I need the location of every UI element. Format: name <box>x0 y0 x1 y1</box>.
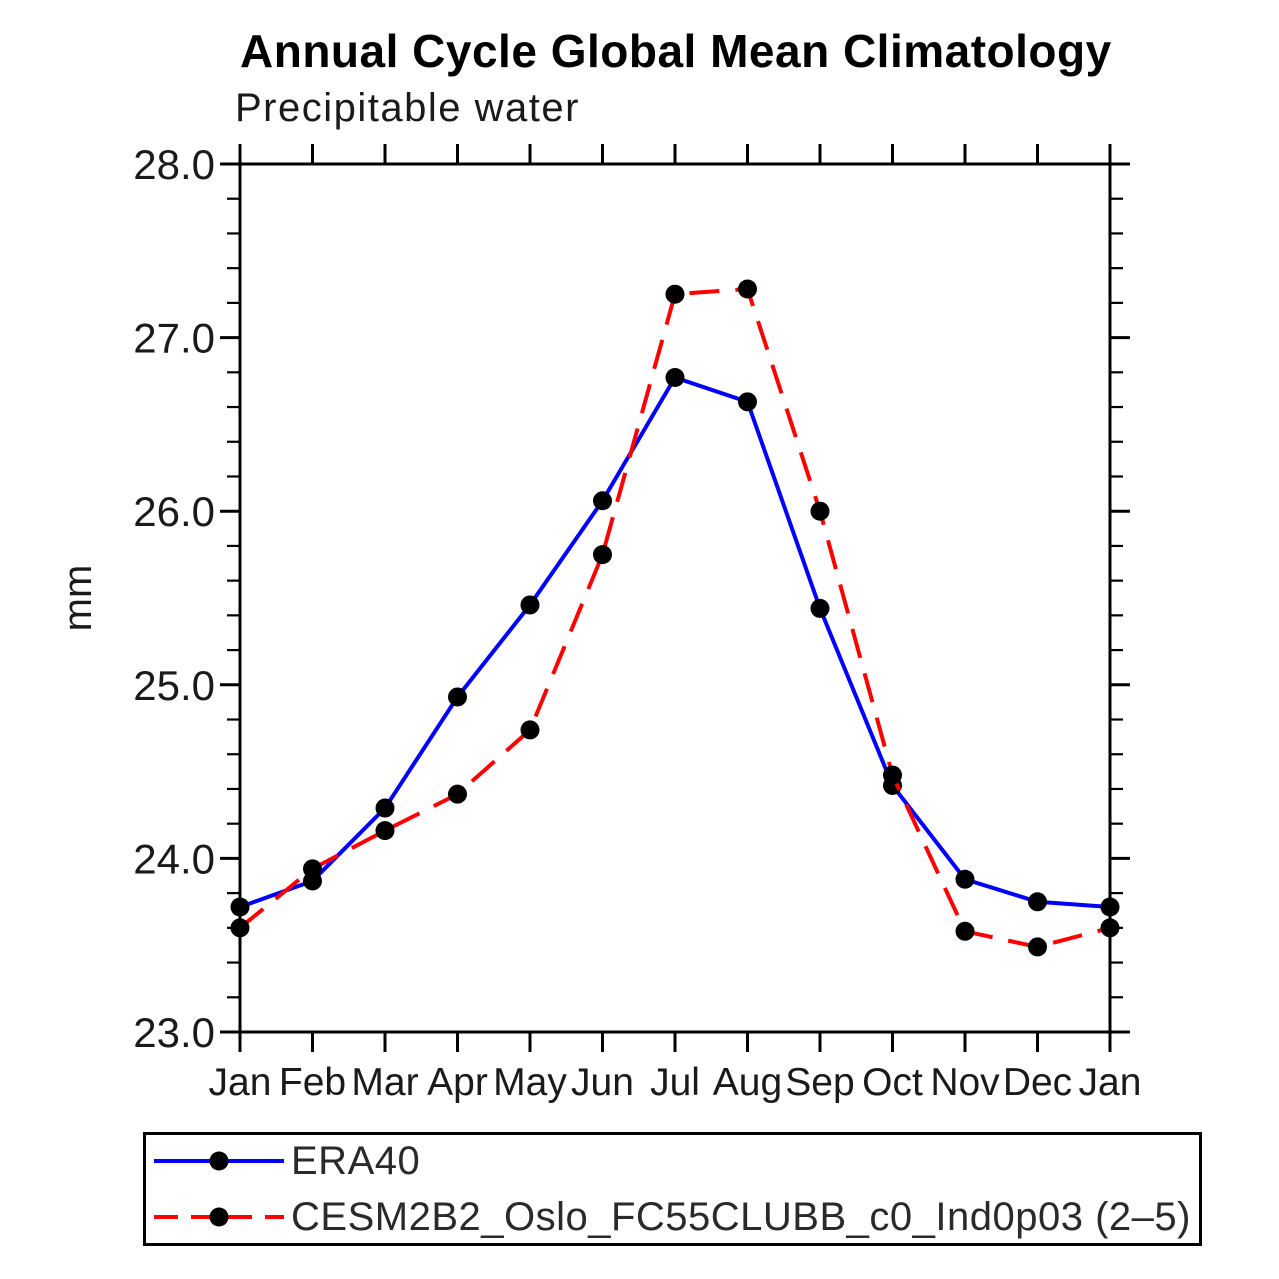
x-tick-label: Jun <box>571 1061 634 1104</box>
data-point-marker <box>1028 892 1047 912</box>
data-point-marker <box>448 784 467 804</box>
data-point-marker <box>1100 918 1120 938</box>
y-tick-label: 27.0 <box>133 315 215 362</box>
x-tick-label: Apr <box>427 1061 488 1104</box>
data-point-marker <box>1100 897 1120 917</box>
x-tick-label: Jan <box>209 1061 272 1104</box>
legend-label-cesm: CESM2B2_Oslo_FC55CLUBB_c0_Ind0p03 (2–5) <box>291 1194 1191 1239</box>
data-point-marker <box>810 501 830 521</box>
data-point-marker <box>665 368 685 388</box>
x-tick-label: Oct <box>862 1061 923 1104</box>
x-tick-label: Jan <box>1079 1061 1142 1104</box>
data-point-marker <box>303 859 322 879</box>
era40-marker-icon <box>209 1151 229 1171</box>
legend-label-era40: ERA40 <box>291 1138 421 1183</box>
axes <box>220 144 1130 1052</box>
data-point-marker <box>230 918 250 938</box>
cesm-marker-icon <box>209 1207 229 1227</box>
data-point-marker <box>230 897 250 917</box>
x-tick-label: Sep <box>785 1061 854 1104</box>
data-point-marker <box>375 821 395 841</box>
data-point-marker <box>955 869 975 889</box>
chart-subtitle: Precipitable water <box>235 86 580 130</box>
data-point-marker <box>375 798 395 818</box>
x-tick-label: Nov <box>930 1061 1000 1104</box>
legend-entry-era40: ERA40 <box>151 1138 1199 1184</box>
series-line <box>239 375 1111 910</box>
data-point-marker <box>810 598 830 618</box>
y-tick-label: 24.0 <box>133 835 215 882</box>
data-point-marker <box>448 687 467 707</box>
cesm-line-swatch <box>154 1207 284 1227</box>
data-point-marker <box>520 720 540 740</box>
era40-line-swatch <box>154 1151 284 1171</box>
x-tick-label: Dec <box>1003 1061 1072 1104</box>
data-point-marker <box>1028 937 1047 957</box>
x-tick-labels: Jan Feb Mar Apr May Jun Jul Aug Sep Oct Nov Dec Jan <box>209 1061 1142 1104</box>
legend-entry-cesm: CESM2B2_Oslo_FC55CLUBB_c0_Ind0p03 (2–5) <box>151 1194 1199 1240</box>
x-tick-label: Feb <box>279 1061 346 1104</box>
x-tick-label: Aug <box>713 1061 782 1104</box>
x-tick-label: May <box>493 1061 567 1104</box>
data-point-marker <box>593 491 612 511</box>
data-point-marker <box>665 284 685 304</box>
x-tick-label: Mar <box>351 1061 418 1104</box>
series-cesm <box>230 279 1120 957</box>
series-era40 <box>230 368 1120 917</box>
data-point-marker <box>593 545 612 565</box>
y-tick-label: 26.0 <box>133 488 215 535</box>
data-point-marker <box>883 765 902 785</box>
y-tick-label: 23.0 <box>133 1009 215 1056</box>
data-point-marker <box>738 279 757 299</box>
y-tick-label: 25.0 <box>133 662 215 709</box>
data-point-marker <box>738 392 757 412</box>
data-point-marker <box>520 595 540 615</box>
legend: ERA40 CESM2B2_Oslo_FC55CLUBB_c0_Ind0p03 … <box>143 1132 1202 1246</box>
series-line <box>238 286 1111 949</box>
y-tick-labels: 23.0 24.0 25.0 26.0 27.0 28.0 <box>133 141 215 1056</box>
x-tick-label: Jul <box>650 1061 700 1104</box>
chart-title: Annual Cycle Global Mean Climatology <box>240 25 1112 77</box>
y-tick-label: 28.0 <box>133 141 215 188</box>
data-point-marker <box>955 921 975 941</box>
